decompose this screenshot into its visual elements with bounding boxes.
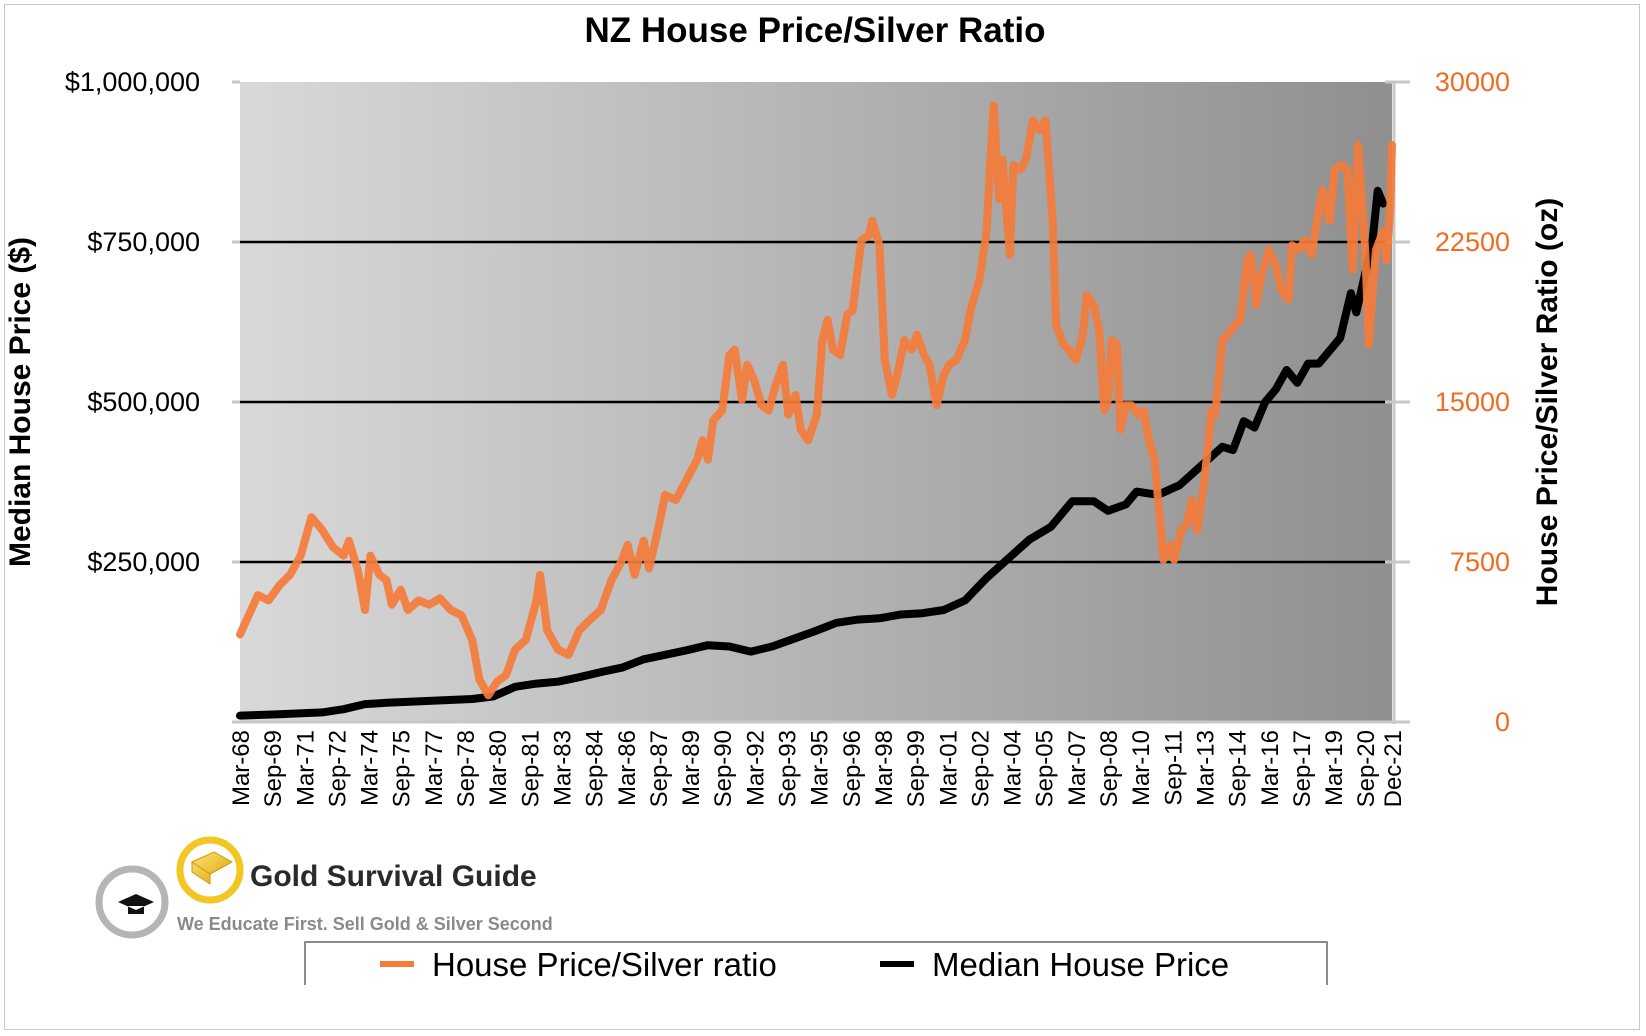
left-tick-label: $500,000 — [87, 387, 200, 417]
x-tick-label: Sep-69 — [260, 730, 287, 807]
x-tick-label: Mar-89 — [678, 730, 705, 806]
x-tick-label: Mar-07 — [1064, 730, 1091, 806]
chart-frame — [4, 4, 1640, 1030]
legend-label-ratio: House Price/Silver ratio — [432, 946, 777, 983]
x-tick-label: Mar-04 — [1000, 730, 1027, 806]
graduation-cap-icon — [118, 894, 154, 914]
series-group — [236, 101, 1396, 720]
x-tick-label: Sep-93 — [775, 730, 802, 807]
logo: Gold Survival Guide We Educate First. Se… — [95, 836, 553, 939]
x-tick-label: Sep-72 — [324, 730, 351, 807]
right-axis-title: House Price/Silver Ratio (oz) — [1531, 198, 1564, 606]
gold-bar-icon — [190, 851, 234, 885]
x-tick-label: Mar-95 — [807, 730, 834, 806]
x-tick-label: Sep-05 — [1032, 730, 1059, 807]
series-line-price — [236, 186, 1388, 720]
left-tick-label: $750,000 — [87, 227, 200, 257]
series-line-ratio — [236, 101, 1396, 700]
x-tick-label: Mar-80 — [485, 730, 512, 806]
chart-title: NZ House Price/Silver Ratio — [585, 11, 1046, 50]
right-axis-ticks: 30000 22500 15000 7500 0 — [1435, 67, 1510, 737]
left-axis-ticks: $1,000,000 $750,000 $500,000 $250,000 — [65, 67, 200, 577]
left-axis-title: Median House Price ($) — [4, 237, 37, 567]
x-tick-label: Sep-14 — [1225, 730, 1252, 807]
x-tick-label: Sep-78 — [453, 730, 480, 807]
x-tick-label: Mar-86 — [614, 730, 641, 806]
x-tick-label: Mar-77 — [421, 730, 448, 806]
x-tick-label: Mar-10 — [1128, 730, 1155, 806]
x-tick-label: Mar-74 — [357, 730, 384, 806]
x-tick-label: Sep-81 — [517, 730, 544, 807]
left-tick-label: $250,000 — [87, 547, 200, 577]
x-tick-label: Mar-01 — [935, 730, 962, 806]
x-tick-label: Sep-84 — [582, 730, 609, 807]
right-tick-label: 15000 — [1435, 387, 1510, 417]
x-tick-label: Sep-96 — [839, 730, 866, 807]
x-tick-label: Mar-98 — [871, 730, 898, 806]
x-tick-label: Sep-08 — [1096, 730, 1123, 807]
x-tick-label: Sep-75 — [389, 730, 416, 807]
right-tick-label: 30000 — [1435, 67, 1510, 97]
logo-tagline: We Educate First. Sell Gold & Silver Sec… — [177, 914, 553, 934]
right-tick-label: 7500 — [1450, 547, 1510, 577]
x-tick-label: Mar-13 — [1192, 730, 1219, 806]
x-tick-label: Dec-21 — [1380, 730, 1407, 807]
logo-name: Gold Survival Guide — [250, 860, 537, 893]
right-tick-label: 22500 — [1435, 227, 1510, 257]
x-tick-label: Mar-92 — [742, 730, 769, 806]
legend: House Price/Silver ratio Median House Pr… — [304, 941, 1328, 985]
x-tick-label: Sep-90 — [710, 730, 737, 807]
x-tick-label: Mar-71 — [292, 730, 319, 806]
x-tick-label: Sep-11 — [1160, 730, 1187, 806]
x-tick-label: Mar-68 — [228, 730, 255, 806]
left-tick-label: $1,000,000 — [65, 67, 200, 97]
x-axis-ticks: Mar-68 Sep-69 Mar-71 Sep-72 Mar-74 Sep-75 Mar-… — [228, 730, 1407, 807]
x-tick-label: Sep-02 — [967, 730, 994, 807]
x-tick-label: Sep-17 — [1289, 730, 1316, 807]
x-tick-label: Mar-16 — [1257, 730, 1284, 806]
x-tick-label: Mar-83 — [549, 730, 576, 806]
x-tick-label: Sep-20 — [1353, 730, 1380, 807]
x-tick-label: Sep-87 — [646, 730, 673, 807]
right-tick-label: 0 — [1495, 707, 1510, 737]
x-tick-label: Sep-99 — [903, 730, 930, 807]
legend-label-price: Median House Price — [932, 946, 1229, 983]
x-tick-label: Mar-19 — [1321, 730, 1348, 806]
